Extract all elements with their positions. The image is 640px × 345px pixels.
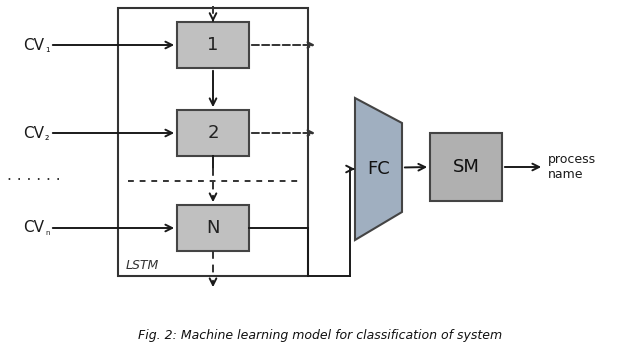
- Text: N: N: [206, 219, 220, 237]
- Bar: [430, 133, 502, 201]
- Text: · · · · · ·: · · · · · ·: [7, 173, 61, 188]
- Text: CV: CV: [23, 38, 44, 52]
- Text: ₂: ₂: [45, 132, 49, 142]
- Polygon shape: [355, 98, 402, 240]
- Text: Fig. 2: Machine learning model for classification of system: Fig. 2: Machine learning model for class…: [138, 328, 502, 342]
- Text: 2: 2: [207, 124, 219, 142]
- Bar: [177, 110, 249, 156]
- Text: ₁: ₁: [45, 44, 49, 54]
- Bar: [118, 8, 308, 276]
- Text: CV: CV: [23, 126, 44, 140]
- Text: LSTM: LSTM: [126, 259, 159, 272]
- Text: FC: FC: [367, 160, 390, 178]
- Text: 1: 1: [207, 36, 219, 54]
- Bar: [177, 205, 249, 251]
- Text: ₙ: ₙ: [45, 227, 49, 237]
- Text: process
name: process name: [548, 153, 596, 181]
- Text: SM: SM: [452, 158, 479, 176]
- Text: CV: CV: [23, 220, 44, 236]
- Bar: [177, 22, 249, 68]
